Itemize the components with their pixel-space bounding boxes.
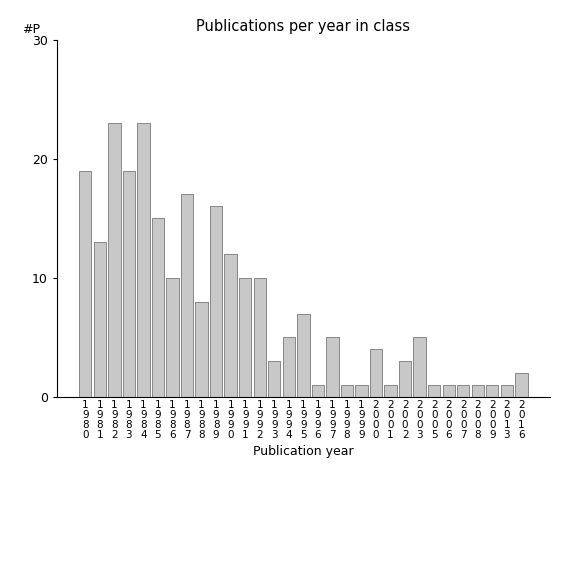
Bar	[297, 314, 310, 397]
Bar	[196, 302, 208, 397]
Bar	[457, 385, 469, 397]
Bar	[268, 361, 281, 397]
Bar	[166, 278, 179, 397]
Bar	[239, 278, 251, 397]
Bar	[152, 218, 164, 397]
Bar	[79, 171, 91, 397]
X-axis label: Publication year: Publication year	[253, 445, 354, 458]
Bar	[326, 337, 338, 397]
Bar	[413, 337, 426, 397]
Bar	[94, 242, 106, 397]
Text: #P: #P	[22, 23, 40, 36]
Bar	[486, 385, 498, 397]
Bar	[399, 361, 411, 397]
Bar	[501, 385, 513, 397]
Bar	[384, 385, 397, 397]
Bar	[181, 194, 193, 397]
Bar	[341, 385, 353, 397]
Bar	[370, 349, 382, 397]
Bar	[225, 254, 237, 397]
Bar	[312, 385, 324, 397]
Bar	[472, 385, 484, 397]
Bar	[428, 385, 441, 397]
Title: Publications per year in class: Publications per year in class	[196, 19, 411, 35]
Bar	[253, 278, 266, 397]
Bar	[122, 171, 135, 397]
Bar	[137, 123, 150, 397]
Bar	[515, 373, 527, 397]
Bar	[442, 385, 455, 397]
Bar	[282, 337, 295, 397]
Bar	[356, 385, 367, 397]
Bar	[108, 123, 121, 397]
Bar	[210, 206, 222, 397]
